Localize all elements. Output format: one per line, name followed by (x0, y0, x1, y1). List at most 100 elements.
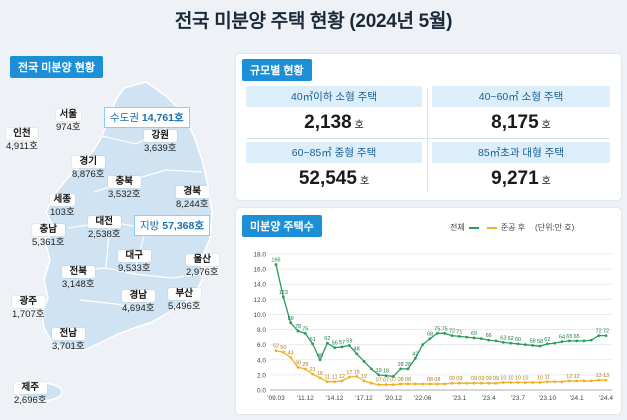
data-label: 11 (332, 375, 338, 381)
data-label: 07 (383, 378, 389, 384)
data-label: 30 (295, 360, 301, 366)
region-chungbuk: 충북 3,532호 (108, 176, 141, 200)
unsold-housing-line-chart: 0.0 2.0 4.0 6.0 8.0 10.0 12.0 14.0 16.0 18.0 '09.0… (253, 252, 613, 403)
data-label: 10 (508, 375, 514, 381)
data-label: 69 (471, 331, 477, 337)
data-point (567, 339, 571, 343)
region-jeonnam: 전남 3,701호 (52, 328, 85, 352)
data-point (311, 372, 315, 376)
data-label: 62 (508, 336, 514, 342)
data-point (391, 383, 395, 387)
data-label: 62 (544, 337, 550, 343)
data-point (582, 339, 586, 343)
data-point (325, 380, 329, 384)
data-point (472, 381, 476, 385)
data-point (538, 381, 542, 384)
data-label: 16 (317, 371, 323, 377)
data-point (289, 356, 293, 359)
y-tick-label: 12.0 (253, 297, 266, 304)
data-label: 65 (574, 334, 580, 340)
data-label: 09 (449, 376, 455, 382)
data-point (597, 378, 601, 382)
data-point (289, 321, 293, 325)
data-point (377, 373, 381, 377)
data-point (494, 339, 498, 343)
data-point (487, 381, 491, 385)
series-line-total (275, 264, 606, 378)
capital-area-summary: 수도권 14,761호 (104, 107, 190, 128)
data-label: 62 (324, 336, 330, 342)
data-point (604, 334, 608, 337)
region-gangwon: 강원 3,639호 (144, 130, 177, 154)
data-label: 07 (390, 378, 396, 384)
data-label: 57 (339, 340, 345, 346)
data-label: 63 (500, 335, 506, 341)
data-label: 08 (434, 377, 440, 383)
data-label: 08 (427, 377, 433, 383)
data-point (531, 344, 535, 347)
data-point (501, 381, 505, 384)
data-label: 09 (486, 376, 492, 382)
data-point (428, 382, 432, 386)
data-label: 50 (280, 345, 286, 351)
data-point (450, 381, 454, 385)
region-gyeongnam: 경남 4,694호 (122, 290, 155, 314)
data-point (589, 338, 593, 342)
data-label: 10 (522, 375, 528, 381)
data-point (516, 381, 520, 384)
data-label: 72 (603, 329, 609, 335)
data-point (487, 338, 491, 342)
region-gyeonggi: 경기 8,876호 (72, 156, 105, 180)
size-divider-v (427, 88, 428, 192)
data-label: 48 (354, 347, 360, 353)
data-label: 65 (566, 334, 572, 340)
map-panel: 전국 미분양 현황 서울 974호 인천 4,911호 경기 8,876호 강원 3,6… (6, 52, 232, 414)
y-tick-label: 18.0 (253, 252, 266, 259)
x-tick-label: '23.7 (511, 395, 525, 402)
data-point (377, 383, 381, 387)
y-tick-label: 8.0 (257, 327, 266, 334)
data-label: 09 (493, 376, 499, 382)
data-label: 58 (530, 338, 536, 344)
data-label: 71 (456, 329, 462, 335)
series-line-after-completion (275, 350, 606, 386)
data-point (355, 352, 359, 356)
data-point (369, 367, 373, 371)
data-label: 61 (310, 337, 316, 343)
data-point (399, 367, 403, 371)
data-point (303, 331, 307, 335)
legend-total-swatch (468, 226, 479, 229)
x-tick-label: '24.1 (570, 395, 584, 402)
data-label: 08 (405, 377, 411, 383)
data-point (575, 339, 579, 343)
legend-after-swatch (486, 226, 497, 229)
data-label: 12 (574, 374, 580, 380)
data-label: 19 (376, 368, 382, 374)
y-tick-label: 6.0 (257, 342, 266, 349)
data-label: 56 (332, 341, 338, 347)
region-chungnam: 충남 5,361호 (32, 224, 65, 248)
data-point (509, 341, 513, 345)
data-point (340, 379, 344, 383)
region-busan: 부산 5,496호 (168, 288, 201, 312)
data-point (589, 379, 593, 383)
provincial-summary: 지방 57,368호 (134, 215, 211, 236)
data-point (575, 379, 579, 383)
data-point (435, 331, 439, 335)
data-point (516, 342, 520, 346)
data-label: 72 (449, 329, 455, 335)
data-label: 78 (295, 324, 301, 330)
region-ulsan: 울산 2,976호 (186, 254, 219, 278)
data-point (340, 345, 344, 349)
legend-after-label: 준공 후 (500, 223, 526, 232)
data-point (362, 359, 366, 363)
size-cell-60-85: 60~85㎡ 중형 주택 52,545 호 (246, 142, 422, 190)
data-point (457, 334, 461, 338)
data-point (443, 331, 447, 335)
data-point (553, 380, 557, 384)
legend-total-label: 전체 (450, 223, 465, 232)
data-label: 72 (596, 329, 602, 335)
data-point (465, 335, 469, 339)
size-cell-over85: 85㎡초과 대형 주택 9,271 호 (432, 142, 610, 190)
data-label: 75 (302, 326, 308, 332)
